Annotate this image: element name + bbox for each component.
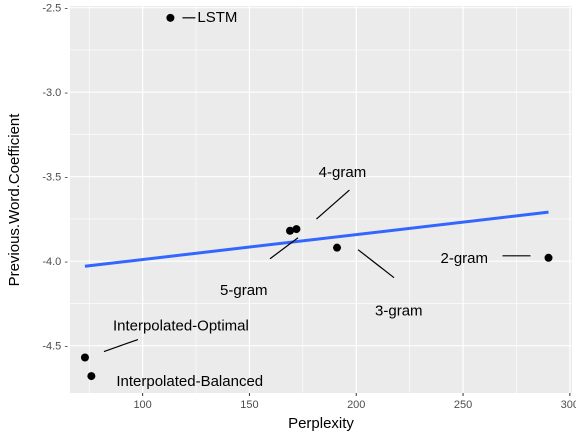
data-point — [333, 243, 342, 252]
x-tick-label: 100 — [133, 399, 151, 411]
data-point — [544, 253, 553, 262]
x-tick-label: 150 — [240, 399, 258, 411]
label-leader-line — [269, 237, 299, 260]
point-label: LSTM — [197, 9, 237, 26]
y-tick-label: -3.5 - — [42, 172, 68, 184]
x-tick-label: 250 — [454, 399, 472, 411]
data-point — [292, 225, 301, 234]
x-tick-label: 200 — [347, 399, 365, 411]
y-tick-label: -4.5 - — [42, 341, 68, 353]
point-label: 2-gram — [441, 250, 489, 267]
x-tick-label: 300 — [561, 399, 576, 411]
y-axis: -2.5 - -3.0 - -3.5 - -4.0 - -4.5 - — [42, 3, 68, 353]
data-point — [286, 226, 295, 235]
point-label: 5-gram — [220, 282, 268, 299]
point-label: 4-gram — [319, 164, 367, 181]
plot-panel — [70, 6, 572, 393]
label-leaders — [103, 17, 531, 353]
data-point — [166, 13, 175, 22]
major-grid — [70, 6, 572, 393]
regression-line — [84, 210, 549, 268]
x-axis-title: Perplexity — [288, 415, 354, 432]
regression-layer — [84, 210, 549, 268]
label-leader-line — [357, 249, 395, 279]
y-axis-title: Previous.Word.Coefficient — [6, 113, 23, 287]
point-label: 3-gram — [375, 303, 423, 320]
point-labels: LSTM 4-gram 5-gram 3-gram 2-gram Interpolated… — [113, 9, 488, 390]
data-point — [87, 372, 96, 381]
point-label: Interpolated-Optimal — [113, 318, 249, 335]
minor-grid — [70, 6, 572, 393]
data-point — [80, 353, 89, 362]
label-leader-line — [316, 189, 350, 220]
label-leader-line — [103, 338, 139, 353]
point-label: Interpolated-Balanced — [116, 373, 263, 390]
points-layer — [80, 13, 553, 381]
y-tick-label: -3.0 - — [42, 87, 68, 99]
y-tick-label: -4.0 - — [42, 256, 68, 268]
x-axis: 100 150 200 250 300 — [133, 393, 576, 411]
y-tick-label: -2.5 - — [42, 3, 68, 15]
